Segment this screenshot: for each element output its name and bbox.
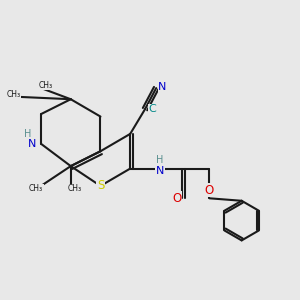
Text: N: N bbox=[158, 82, 166, 92]
Text: H: H bbox=[156, 155, 164, 165]
Text: N: N bbox=[28, 139, 37, 149]
Text: H: H bbox=[24, 129, 31, 139]
Text: N: N bbox=[156, 166, 164, 176]
Text: CH₃: CH₃ bbox=[68, 184, 82, 193]
Text: CH₃: CH₃ bbox=[39, 81, 53, 90]
Text: O: O bbox=[205, 184, 214, 197]
Text: S: S bbox=[97, 179, 104, 192]
Text: C: C bbox=[148, 104, 156, 114]
Text: O: O bbox=[172, 192, 182, 205]
Text: CH₃: CH₃ bbox=[29, 184, 43, 193]
Text: CH₃: CH₃ bbox=[7, 90, 21, 99]
